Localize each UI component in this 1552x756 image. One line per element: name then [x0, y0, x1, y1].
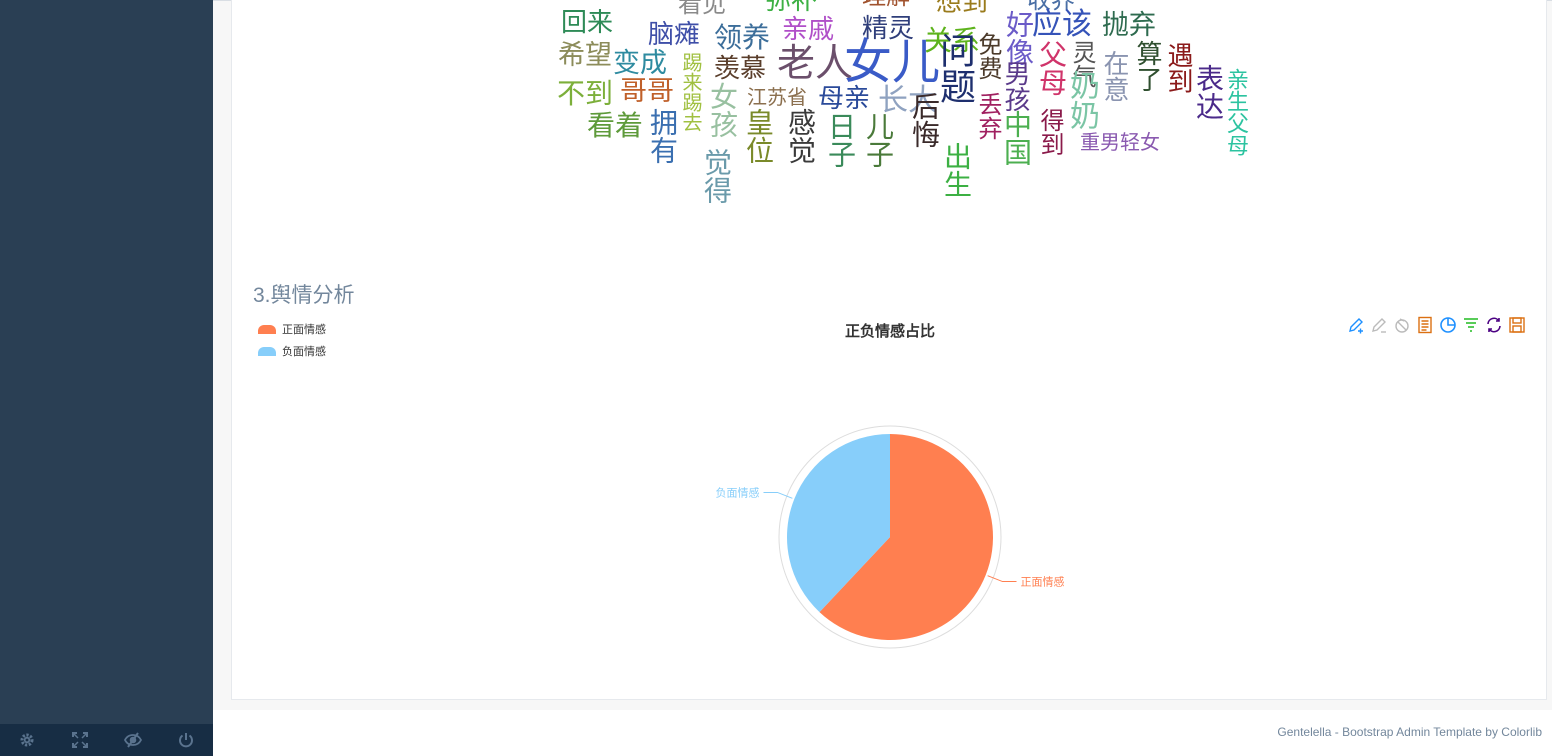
word-cloud-word: 亲戚 — [782, 15, 835, 45]
word-cloud-word: 觉得 — [700, 148, 733, 204]
save-image-icon[interactable] — [1508, 316, 1526, 334]
word-cloud-word: 应该 — [1032, 7, 1092, 42]
word-cloud-word: 父母 — [1035, 40, 1068, 96]
pie-label-positive: 正面情感 — [1021, 576, 1065, 589]
word-cloud-word: 回来 — [561, 8, 614, 38]
pie-label-negative: 负面情感 — [715, 485, 759, 499]
word-cloud-word: 问题 — [934, 32, 975, 104]
word-cloud-word: 免费 — [974, 32, 1002, 80]
pie-slice-negative[interactable] — [787, 434, 890, 613]
word-cloud-word: 理解 — [862, 0, 910, 8]
legend-label-negative: 负面情感 — [282, 345, 326, 358]
gear-icon — [20, 733, 34, 747]
legend-swatch-negative — [258, 346, 276, 356]
sidebar-footer — [0, 724, 213, 756]
word-cloud-word: 女儿 — [844, 34, 941, 90]
word-cloud-word: 中国 — [1000, 110, 1033, 166]
word-cloud-word: 收养 — [1027, 0, 1075, 14]
word-cloud-word: 羡慕 — [714, 54, 767, 84]
word-cloud-word: 踢来踢去 — [679, 52, 703, 132]
word-cloud-word: 皇位 — [742, 108, 775, 164]
fullscreen-button[interactable] — [53, 724, 106, 756]
pie-slice-positive[interactable] — [819, 434, 993, 640]
logout-button[interactable] — [160, 724, 213, 756]
settings-button[interactable] — [0, 724, 53, 756]
word-cloud-word: 看见 — [678, 0, 726, 18]
word-cloud-word: 拥有 — [646, 108, 679, 164]
word-cloud-word: 精灵 — [862, 14, 915, 44]
sidebar — [0, 0, 213, 756]
word-cloud-word: 算了 — [1132, 40, 1162, 92]
power-icon — [179, 733, 194, 748]
eye-slash-icon — [124, 732, 143, 748]
legend-item-negative[interactable]: 负面情感 — [258, 340, 326, 362]
word-cloud-word: 不到 — [557, 77, 614, 110]
word-cloud-word: 关系 — [924, 24, 981, 57]
word-cloud-word: 得到 — [1036, 108, 1064, 156]
pie-type-icon[interactable] — [1439, 316, 1457, 334]
sentiment-pie-chart: 正面情感 负面情感 — [715, 425, 1065, 649]
page-footer: Gentelella - Bootstrap Admin Template by… — [213, 710, 1552, 756]
section-title: 3.舆情分析 — [253, 284, 355, 307]
chart-legend: 正面情感 负面情感 — [258, 318, 326, 362]
word-cloud-word: 变成 — [613, 48, 667, 79]
word-cloud-word: 后悔 — [908, 92, 941, 148]
legend-item-positive[interactable]: 正面情感 — [258, 318, 326, 340]
word-cloud-word: 男孩 — [1000, 60, 1030, 112]
fullscreen-icon — [71, 732, 88, 748]
restore-icon[interactable] — [1485, 316, 1503, 334]
word-cloud-word: 长大 — [878, 83, 938, 118]
word-cloud-word: 弥补 — [765, 0, 818, 16]
word-cloud-word: 灵气 — [1068, 40, 1096, 88]
word-cloud-word: 脑瘫 — [648, 20, 701, 50]
word-cloud-word: 女孩 — [706, 82, 739, 138]
word-cloud-word: 抛弃 — [1102, 10, 1156, 41]
word-cloud-word: 母亲 — [818, 84, 871, 114]
legend-swatch-positive — [258, 324, 276, 334]
data-view-icon[interactable] — [1416, 316, 1434, 334]
word-cloud-word: 亲生父母 — [1223, 68, 1248, 156]
mark-icon[interactable] — [1347, 316, 1365, 334]
word-cloud-word: 奶奶 — [1064, 70, 1099, 130]
word-cloud-word: 希望 — [558, 40, 612, 71]
word-cloud-word: 想到 — [936, 0, 989, 18]
word-cloud-word: 表达 — [1192, 64, 1225, 120]
footer-credit: Gentelella - Bootstrap Admin Template by… — [1277, 725, 1542, 739]
word-cloud-word: 看着 — [587, 109, 644, 142]
pie-label-line-positive — [987, 575, 1017, 583]
chart-toolbox — [1347, 316, 1526, 334]
chart-title: 正负情感占比 — [844, 322, 935, 340]
pie-outer-ring — [778, 425, 1002, 649]
word-cloud-word: 日子 — [824, 112, 857, 168]
word-cloud-word: 出生 — [940, 142, 973, 198]
word-cloud-word: 哥哥 — [620, 76, 674, 107]
word-cloud-word: 江苏省 — [747, 85, 807, 109]
word-cloud-word: 儿子 — [862, 112, 895, 168]
mark-clear-icon[interactable] — [1393, 316, 1411, 334]
funnel-type-icon[interactable] — [1462, 316, 1480, 334]
pie-label-line-negative — [763, 491, 793, 499]
word-cloud-word: 感觉 — [784, 108, 817, 164]
word-cloud-word: 遇到 — [1163, 42, 1193, 94]
word-cloud-word: 重男轻女 — [1080, 130, 1160, 154]
legend-label-positive: 正面情感 — [282, 323, 326, 336]
lock-button[interactable] — [107, 724, 160, 756]
word-cloud-word: 领养 — [714, 21, 771, 54]
mark-undo-icon[interactable] — [1370, 316, 1388, 334]
word-cloud-word: 好像 — [1002, 10, 1035, 66]
word-cloud-word: 丢弃 — [974, 92, 1002, 140]
word-cloud-word: 在意 — [1099, 50, 1129, 102]
word-cloud-word: 老人 — [777, 41, 854, 85]
